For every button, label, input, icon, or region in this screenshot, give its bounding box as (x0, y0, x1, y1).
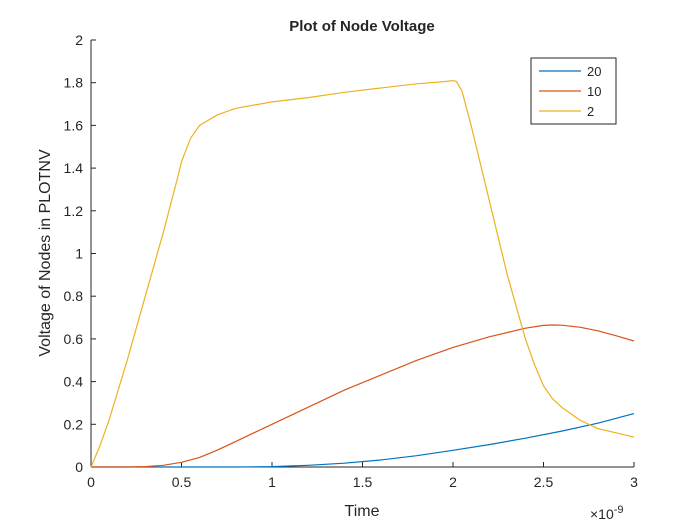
y-tick-label: 1.4 (64, 160, 84, 176)
y-tick-label: 1.2 (64, 203, 84, 219)
y-tick-label: 0.4 (64, 374, 84, 390)
x-axis-exponent-power: -9 (614, 504, 624, 516)
x-tick-label: 1.5 (353, 474, 373, 490)
legend-label-2: 2 (587, 104, 594, 119)
x-tick-label: 2.5 (534, 474, 554, 490)
y-tick-label: 0 (75, 459, 83, 475)
y-axis-label: Voltage of Nodes in PLOTNV (37, 149, 54, 357)
y-tick-label: 1.8 (64, 75, 84, 91)
x-tick-label: 3 (630, 474, 638, 490)
y-tick-label: 1.6 (64, 117, 84, 133)
y-tick-label: 0.2 (64, 416, 84, 432)
y-tick-label: 2 (75, 32, 83, 48)
x-axis-label: Time (345, 503, 380, 520)
series-line-2 (90, 80, 635, 468)
series-group (90, 80, 635, 468)
chart-title: Plot of Node Voltage (289, 18, 435, 35)
x-tick-label: 1 (268, 474, 276, 490)
x-axis-exponent-base: ×10 (590, 506, 614, 522)
legend-label-20: 20 (587, 64, 601, 79)
x-axis-exponent: ×10-9 (590, 504, 624, 522)
x-tick-label: 2 (449, 474, 457, 490)
series-line-20 (91, 413, 635, 468)
series-line-10 (91, 324, 635, 468)
y-tick-label: 1 (75, 246, 83, 262)
y-tick-label: 0.6 (64, 331, 84, 347)
legend-label-10: 10 (587, 84, 601, 99)
x-tick-label: 0.5 (172, 474, 192, 490)
y-tick-label: 0.8 (64, 288, 84, 304)
legend: 20 10 2 (530, 57, 617, 125)
x-tick-label: 0 (87, 474, 95, 490)
